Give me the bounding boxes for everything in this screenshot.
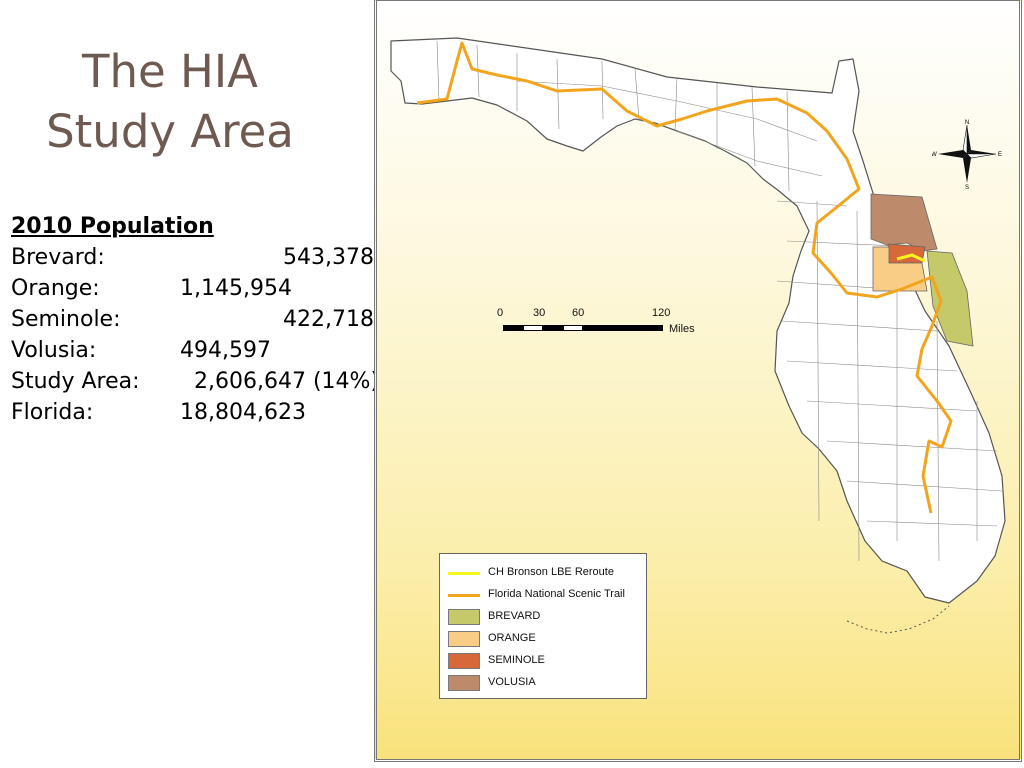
- population-label: Seminole:: [11, 307, 121, 332]
- compass-w: W: [932, 152, 937, 158]
- population-value: 18,804,623: [180, 400, 306, 425]
- legend-item-volusia: VOLUSIA: [448, 675, 643, 691]
- legend-label: Florida National Scenic Trail: [488, 588, 625, 600]
- population-label: Brevard:: [11, 245, 105, 270]
- population-label: Volusia:: [11, 338, 97, 363]
- legend-item-seminole: SEMINOLE: [448, 653, 643, 669]
- population-value: 422,718: [283, 307, 374, 332]
- population-value: 494,597: [180, 338, 271, 363]
- legend-fill-swatch: [448, 653, 480, 669]
- population-row-study-area: Study Area: 2,606,647 (14%): [11, 366, 386, 397]
- title-line-1: The HIA: [82, 45, 258, 98]
- seminole-county: [887, 243, 926, 264]
- scale-tick: 60: [572, 307, 585, 319]
- florida-outline: [390, 37, 1006, 604]
- population-label: Orange:: [11, 276, 100, 301]
- legend-fill-swatch: [448, 631, 480, 647]
- scale-bar: 0 30 60 120 Miles: [497, 307, 717, 337]
- population-value: 1,145,954: [180, 276, 292, 301]
- population-row-brevard: Brevard: 543,378: [11, 242, 386, 273]
- legend-label: SEMINOLE: [488, 654, 545, 666]
- florida-map: N S E W 0 30 60 120 Miles CH Bronson LBE…: [374, 0, 1022, 762]
- legend-line-swatch: [448, 572, 480, 575]
- map-legend: CH Bronson LBE Reroute Florida National …: [439, 553, 647, 699]
- title-line-2: Study Area: [46, 105, 294, 158]
- compass-rose-icon: N S E W: [932, 119, 1002, 189]
- map-canvas: [390, 37, 1006, 634]
- legend-item-orange: ORANGE: [448, 631, 643, 647]
- compass-n: N: [965, 120, 969, 126]
- legend-line-swatch: [448, 594, 480, 597]
- population-label: Florida:: [11, 400, 94, 425]
- scale-tick: 0: [497, 307, 504, 319]
- legend-label: ORANGE: [488, 632, 536, 644]
- volusia-county: [870, 193, 938, 252]
- brevard-county: [926, 250, 974, 347]
- legend-item-scenic-trail: Florida National Scenic Trail: [448, 587, 643, 603]
- legend-label: CH Bronson LBE Reroute: [488, 566, 614, 578]
- population-table: 2010 Population Brevard: 543,378 Orange:…: [11, 211, 386, 428]
- legend-fill-swatch: [448, 675, 480, 691]
- legend-label: BREVARD: [488, 610, 541, 622]
- orange-county: [872, 246, 928, 292]
- population-row-volusia: Volusia: 494,597: [11, 335, 386, 366]
- legend-item-reroute: CH Bronson LBE Reroute: [448, 565, 643, 581]
- florida-keys: [846, 605, 950, 634]
- slide-title: The HIA Study Area: [20, 42, 320, 162]
- population-label: Study Area:: [11, 369, 140, 394]
- scale-unit: Miles: [669, 323, 695, 335]
- population-value: 543,378: [283, 245, 374, 270]
- population-heading: 2010 Population: [11, 214, 214, 239]
- population-row-orange: Orange: 1,145,954: [11, 273, 386, 304]
- scale-tick: 30: [533, 307, 546, 319]
- population-row-florida: Florida: 18,804,623: [11, 397, 386, 428]
- compass-e: E: [998, 152, 1002, 158]
- compass-s: S: [965, 185, 969, 189]
- legend-fill-swatch: [448, 609, 480, 625]
- scale-tick: 120: [652, 307, 671, 319]
- legend-label: VOLUSIA: [488, 676, 536, 688]
- florida-national-scenic-trail: [416, 41, 953, 514]
- ch-bronson-lbe-reroute: [896, 253, 926, 263]
- population-row-seminole: Seminole: 422,718: [11, 304, 386, 335]
- population-value: 2,606,647 (14%): [194, 369, 380, 394]
- legend-item-brevard: BREVARD: [448, 609, 643, 625]
